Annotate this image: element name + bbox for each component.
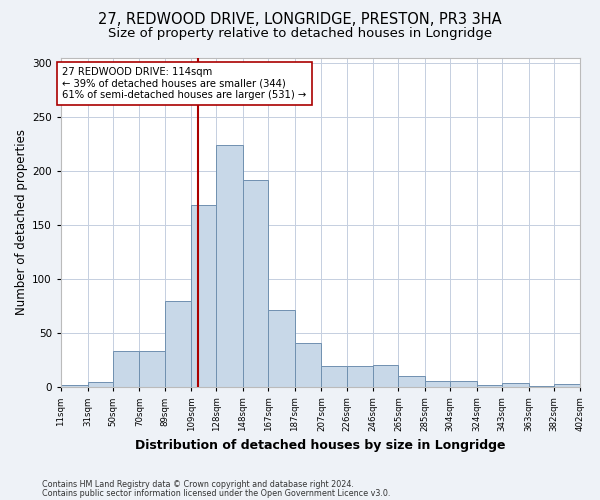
Bar (554, 384, 580, 388)
Bar (502, 383, 529, 388)
Bar (477, 385, 502, 388)
Bar (61, 385, 88, 388)
Bar (425, 381, 450, 388)
Bar (243, 180, 268, 388)
Text: Contains public sector information licensed under the Open Government Licence v3: Contains public sector information licen… (42, 488, 391, 498)
Bar (139, 350, 164, 388)
Text: Size of property relative to detached houses in Longridge: Size of property relative to detached ho… (108, 28, 492, 40)
Bar (322, 366, 347, 388)
X-axis label: Distribution of detached houses by size in Longridge: Distribution of detached houses by size … (136, 440, 506, 452)
Bar (529, 386, 554, 388)
Bar (347, 366, 373, 388)
Text: 27, REDWOOD DRIVE, LONGRIDGE, PRESTON, PR3 3HA: 27, REDWOOD DRIVE, LONGRIDGE, PRESTON, P… (98, 12, 502, 28)
Bar (373, 364, 398, 388)
Bar (113, 350, 139, 388)
Bar (295, 343, 322, 388)
Bar (268, 310, 295, 388)
Text: 27 REDWOOD DRIVE: 114sqm
← 39% of detached houses are smaller (344)
61% of semi-: 27 REDWOOD DRIVE: 114sqm ← 39% of detach… (62, 67, 307, 100)
Bar (217, 145, 243, 388)
Bar (450, 381, 477, 388)
Bar (164, 301, 191, 388)
Y-axis label: Number of detached properties: Number of detached properties (15, 130, 28, 316)
Text: Contains HM Land Registry data © Crown copyright and database right 2024.: Contains HM Land Registry data © Crown c… (42, 480, 354, 489)
Bar (191, 204, 217, 388)
Bar (398, 376, 425, 388)
Bar (88, 382, 113, 388)
